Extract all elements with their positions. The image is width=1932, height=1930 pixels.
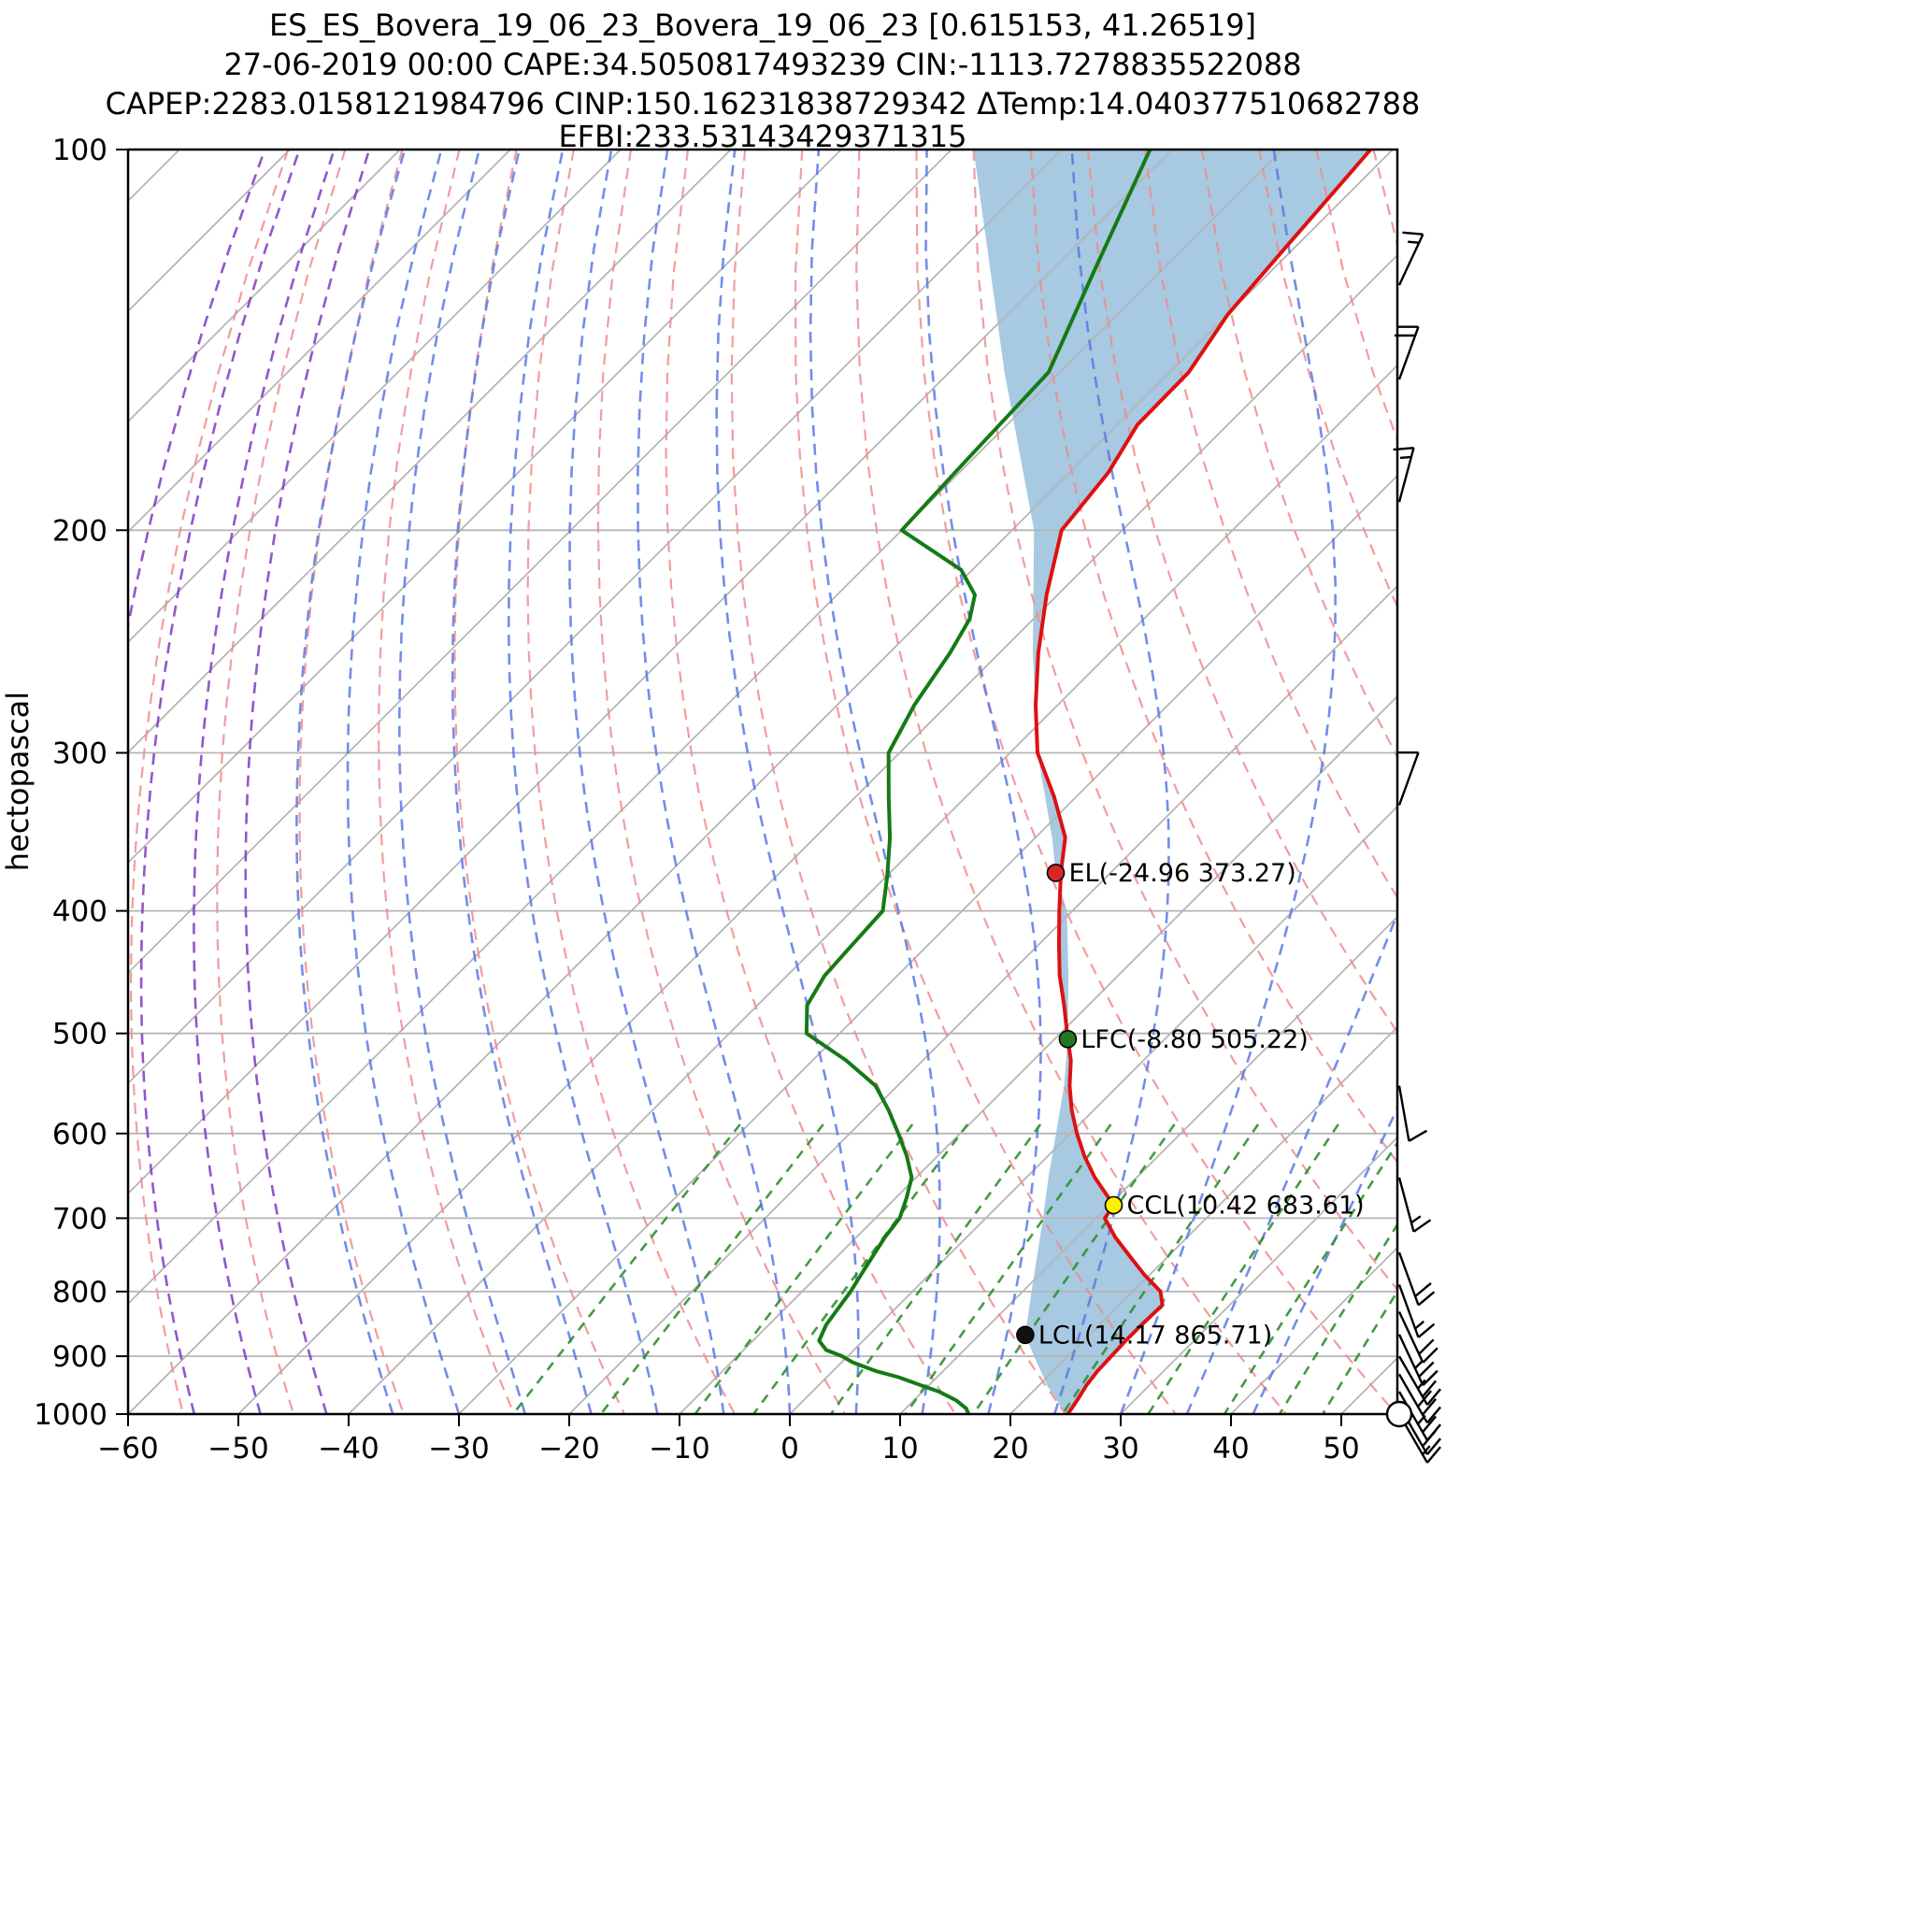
ccl-label: CCL(10.42 683.61) <box>1127 1192 1365 1221</box>
wind-barb <box>1395 325 1420 380</box>
temperature-profile <box>1034 150 1372 1414</box>
wind-barb <box>1397 1355 1442 1406</box>
x-tick-label: −60 <box>97 1432 158 1465</box>
x-tick-label: 20 <box>992 1432 1028 1465</box>
y-tick-label: 300 <box>52 737 107 771</box>
wind-barb <box>1393 447 1415 503</box>
x-tick-label: 40 <box>1212 1432 1249 1465</box>
chart-title-line3: CAPEP:2283.0158121984796 CINP:150.162318… <box>106 86 1421 122</box>
wind-barb <box>1397 751 1420 806</box>
wind-barb <box>1397 1334 1438 1387</box>
x-tick-label: −50 <box>208 1432 268 1465</box>
mixing-ratio-lines <box>511 1123 1397 1414</box>
wind-barb <box>1397 1284 1436 1338</box>
wind-barb <box>1397 1310 1438 1364</box>
wind-barb <box>1397 1373 1442 1424</box>
wind-barb <box>1397 1251 1436 1307</box>
lcl-label: LCL(14.17 865.71) <box>1038 1321 1272 1350</box>
lfc-label: LFC(-8.80 505.22) <box>1080 1025 1308 1054</box>
y-tick-label: 600 <box>52 1118 107 1151</box>
wind-barb <box>1397 1085 1428 1142</box>
isotherm-lines <box>128 150 1397 1414</box>
ccl-marker <box>1104 1195 1123 1215</box>
y-tick-label: 900 <box>52 1340 107 1374</box>
sounding-profiles <box>804 150 1372 1414</box>
y-tick-label: 400 <box>52 895 107 929</box>
chart-title-line4: EFBI:233.53143429371315 <box>558 119 966 154</box>
x-tick-label: −20 <box>538 1432 599 1465</box>
y-axis-ticks: 100 200 300 400 500 600 700 800 900 1000 <box>34 134 128 1432</box>
y-tick-label: 200 <box>52 514 107 548</box>
el-marker <box>1046 864 1066 882</box>
dewpoint-profile <box>804 150 1152 1414</box>
x-tick-label: −30 <box>428 1432 489 1465</box>
chart-title-line2: 27-06-2019 00:00 CAPE:34.5050817493239 C… <box>223 47 1301 82</box>
cape-cin-shading <box>973 150 1371 1414</box>
x-tick-label: 10 <box>881 1432 918 1465</box>
y-tick-label: 500 <box>52 1018 107 1051</box>
x-tick-label: 50 <box>1323 1432 1359 1465</box>
x-tick-label: 30 <box>1102 1432 1138 1465</box>
x-axis-ticks: −60 −50 −40 −30 −20 −10 0 10 20 30 40 50 <box>97 1414 1360 1465</box>
y-axis-label: hectopascal <box>0 692 36 871</box>
wind-barbs <box>1393 231 1442 1464</box>
y-tick-label: 1000 <box>34 1398 107 1432</box>
wind-barb <box>1397 1177 1432 1233</box>
lcl-marker <box>1016 1325 1035 1345</box>
chart-title-line1: ES_ES_Bovera_19_06_23_Bovera_19_06_23 [0… <box>269 7 1256 43</box>
y-tick-label: 100 <box>52 134 107 167</box>
x-tick-label: 0 <box>780 1432 799 1465</box>
x-tick-label: −40 <box>318 1432 379 1465</box>
chart-overlays: EL(-24.96 373.27) LFC(-8.80 505.22) CCL(10… <box>34 134 1442 1465</box>
wind-barb <box>1397 231 1424 286</box>
lfc-marker <box>1058 1030 1078 1049</box>
moist-adiabat-lines <box>128 150 1397 1414</box>
chart-layers <box>128 150 1397 1414</box>
y-tick-label: 700 <box>52 1202 107 1236</box>
station-circle <box>1385 1400 1413 1428</box>
plot-frame <box>126 148 1399 1416</box>
x-tick-label: −10 <box>649 1432 709 1465</box>
y-tick-label: 800 <box>52 1276 107 1309</box>
el-label: EL(-24.96 373.27) <box>1069 859 1296 888</box>
